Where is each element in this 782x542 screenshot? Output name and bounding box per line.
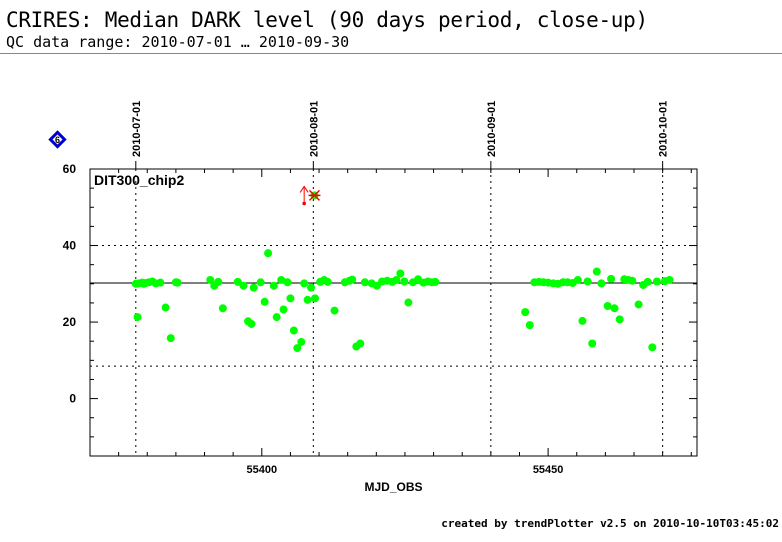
panel-label: DIT300_chip2 [94, 172, 184, 188]
data-point [283, 278, 292, 287]
data-point [578, 316, 587, 325]
data-point [615, 315, 624, 324]
data-point [161, 303, 170, 312]
data-point [573, 275, 582, 284]
top-date-label: 2010-08-01 [308, 101, 320, 157]
data-point [648, 343, 657, 352]
y-tick-label: 60 [63, 162, 77, 176]
data-point [404, 298, 413, 307]
data-point [218, 304, 227, 313]
data-point [139, 279, 148, 288]
data-point [269, 281, 278, 290]
data-point [233, 277, 242, 286]
plot-frame [89, 168, 698, 457]
data-point [330, 306, 339, 315]
data-point [286, 294, 295, 303]
data-point [166, 334, 175, 343]
footer-credit: created by trendPlotter v2.5 on 2010-10-… [441, 517, 779, 530]
data-point [249, 283, 258, 292]
data-point [583, 277, 592, 286]
data-point [628, 276, 637, 285]
top-date-label: 2010-07-01 [131, 101, 143, 157]
data-point [588, 339, 597, 348]
data-point [521, 308, 530, 317]
data-point [396, 269, 405, 278]
data-point [525, 321, 534, 330]
data-point [400, 277, 409, 286]
data-point [247, 319, 256, 328]
badge-diamond-icon: 6 [48, 130, 67, 149]
data-point [607, 274, 616, 283]
top-date-label: 2010-09-01 [486, 101, 498, 157]
y-tick-label: 20 [63, 315, 77, 329]
data-point [173, 278, 182, 287]
data-point [610, 304, 619, 313]
data-point [360, 278, 369, 287]
data-point [307, 283, 316, 292]
data-point [289, 326, 298, 335]
data-point [297, 337, 306, 346]
data-point [264, 249, 273, 258]
badge-label: 6 [55, 135, 60, 145]
data-point [323, 277, 332, 286]
data-point [272, 313, 281, 322]
data-point [300, 279, 309, 288]
y-tick-label: 40 [63, 239, 77, 253]
qc-data-range: QC data range: 2010-07-01 … 2010-09-30 [6, 33, 350, 51]
x-axis-label: MJD_OBS [364, 480, 422, 494]
page-title: CRIRES: Median DARK level (90 days perio… [6, 8, 648, 32]
data-point [597, 279, 606, 288]
y-tick-label: 0 [69, 392, 76, 406]
data-point [239, 281, 248, 290]
data-point [665, 275, 674, 284]
data-point [634, 300, 643, 309]
data-point [214, 277, 223, 286]
data-point [356, 339, 365, 348]
data-point [652, 277, 661, 286]
data-point [133, 313, 142, 322]
x-tick-label: 55450 [533, 464, 564, 476]
data-point [643, 277, 652, 286]
data-point [431, 277, 440, 286]
data-point [311, 294, 320, 303]
data-point [277, 275, 286, 284]
data-point [392, 275, 401, 284]
top-date-label: 2010-10-01 [658, 101, 670, 157]
data-point [260, 297, 269, 306]
data-point [156, 278, 165, 287]
data-point [592, 267, 601, 276]
data-point [279, 305, 288, 314]
data-point [603, 301, 612, 310]
data-point [303, 295, 312, 304]
data-point [206, 275, 215, 284]
data-point [256, 278, 265, 287]
x-tick-label: 55400 [246, 464, 277, 476]
data-point [348, 275, 357, 284]
out-of-range-arrowhead [299, 185, 309, 193]
header-divider [0, 53, 782, 54]
data-point [293, 344, 302, 353]
